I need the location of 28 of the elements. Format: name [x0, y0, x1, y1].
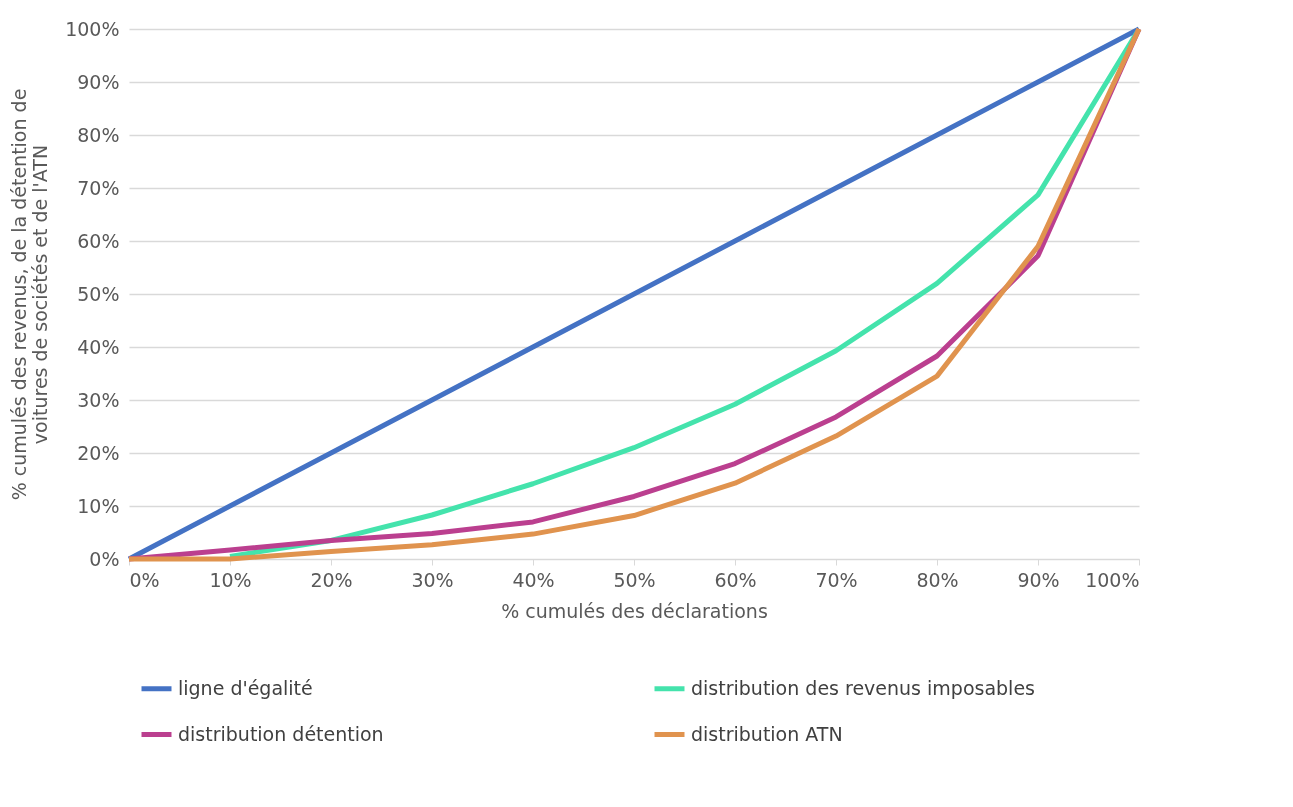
x-tick-label: 70%	[815, 568, 858, 591]
y-axis-title: % cumulés des revenus, de la détention de voitures de sociétés et de l'ATN	[8, 88, 52, 501]
legend-label: distribution ATN	[691, 722, 843, 745]
x-tick-label: 0%	[129, 568, 160, 591]
y-tick-label: 20%	[77, 441, 120, 464]
legend-label: distribution détention	[178, 722, 384, 745]
y-tick-label: 80%	[77, 123, 120, 146]
y-tick-label: 100%	[65, 17, 120, 40]
x-tick-label: 60%	[714, 568, 757, 591]
y-tick-label: 60%	[77, 229, 120, 252]
x-tick-label: 40%	[512, 568, 555, 591]
x-tick-label: 90%	[1017, 568, 1060, 591]
y-tick-label: 0%	[89, 547, 120, 570]
x-tick-label: 10%	[209, 568, 252, 591]
x-axis-title: % cumulés des déclarations	[501, 599, 768, 622]
y-tick-label: 40%	[77, 335, 120, 358]
x-tick-label: 30%	[411, 568, 454, 591]
y-tick-label: 30%	[77, 388, 120, 411]
x-tick-label: 20%	[310, 568, 353, 591]
y-tick-label: 50%	[77, 282, 120, 305]
legend-label: ligne d'égalité	[178, 676, 313, 699]
y-tick-label: 90%	[77, 70, 120, 93]
legend-label: distribution des revenus imposables	[691, 676, 1035, 699]
y-tick-label: 10%	[77, 494, 120, 517]
x-tick-label: 80%	[916, 568, 959, 591]
x-tick-label: 100%	[1085, 568, 1140, 591]
x-tick-label: 50%	[613, 568, 656, 591]
y-tick-label: 70%	[77, 176, 120, 199]
